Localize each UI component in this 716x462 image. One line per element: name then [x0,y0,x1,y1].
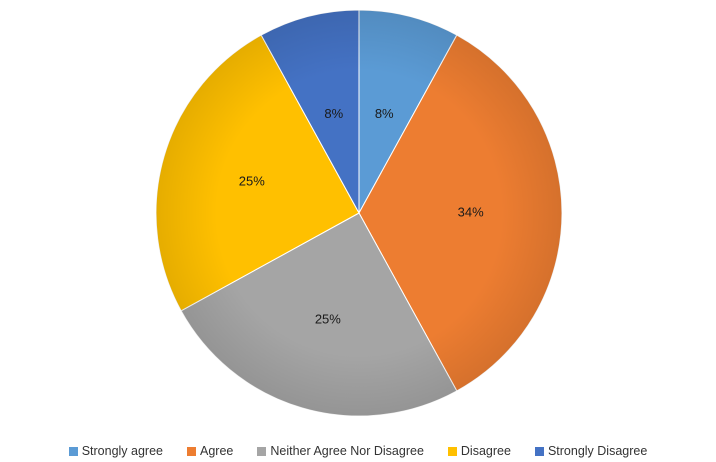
legend-label: Strongly agree [81,444,163,458]
data-label-neither-agree-nor-disagree: 25% [315,312,341,327]
pie-chart: 8% 34% 25% 25% 8% [155,9,563,417]
legend-swatch [534,446,544,456]
data-label-disagree: 25% [239,173,265,188]
pie-data-labels: 8% 34% 25% 25% 8% [239,106,484,327]
legend-label: Agree [200,444,234,458]
legend-item-agree: Agree [187,444,233,458]
data-label-strongly-disagree: 8% [324,106,343,121]
legend-swatch [257,446,267,456]
legend-swatch [187,446,196,456]
legend-item-disagree: Disagree [447,444,511,458]
pie-slices [155,9,563,417]
data-label-strongly-agree: 8% [375,106,394,121]
legend-item-strongly-disagree: Strongly Disagree [534,444,648,458]
data-label-agree: 34% [458,204,484,219]
legend-swatch [68,446,78,456]
chart-legend: Strongly agree Agree Neither Agree Nor Dis… [0,440,716,462]
legend-label: Neither Agree Nor Disagree [270,444,424,458]
legend-label: Strongly Disagree [547,444,648,458]
legend-label: Disagree [460,444,511,458]
legend-swatch [447,446,457,456]
legend-item-neither-agree-nor-disagree: Neither Agree Nor Disagree [257,444,424,458]
legend-item-strongly-agree: Strongly agree [68,444,163,458]
